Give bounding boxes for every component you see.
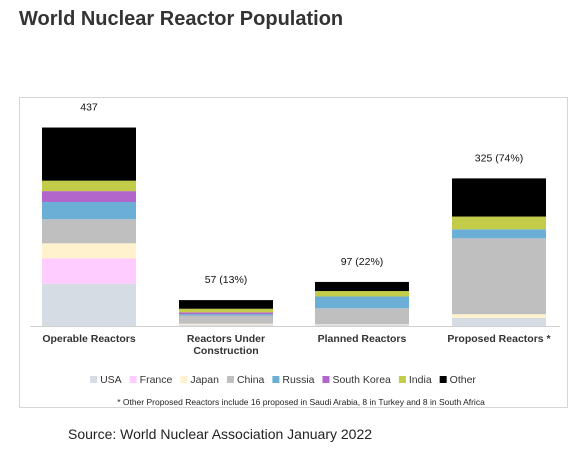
legend-swatch-russia — [272, 376, 280, 383]
bar-segment-other-2 — [179, 300, 273, 309]
category-label-3: Planned Reactors — [318, 333, 407, 345]
bar-segment-china-1 — [42, 219, 136, 244]
legend-swatch-japan — [180, 376, 188, 383]
page-title: World Nuclear Reactor Population — [19, 8, 344, 30]
bar-segment-usa-3 — [315, 324, 409, 326]
legend-label-india: India — [409, 374, 432, 386]
category-label-2: Reactors Under — [187, 333, 265, 345]
data-label-4: 325 (74%) — [475, 152, 523, 164]
data-label-2: 57 (13%) — [205, 274, 248, 286]
legend-swatch-india — [398, 376, 406, 383]
legend-label-china: China — [237, 374, 265, 386]
legend-swatch-other — [439, 376, 447, 383]
bar-segment-china-4 — [452, 238, 546, 315]
bar-segment-south-korea-1 — [42, 191, 136, 203]
bar-segment-russia-1 — [42, 202, 136, 220]
bar-segment-other-1 — [42, 127, 136, 181]
chart-frame — [19, 97, 568, 408]
category-label-4: Proposed Reactors * — [447, 333, 551, 345]
legend-label-other: Other — [450, 374, 477, 386]
legend-swatch-south-korea — [322, 376, 330, 383]
category-label-2: Construction — [193, 345, 258, 357]
chart-footnote: * Other Proposed Reactors include 16 pro… — [117, 397, 485, 407]
source-note: Source: World Nuclear Association Januar… — [68, 426, 373, 442]
bar-segment-india-3 — [315, 291, 409, 297]
bar-segment-china-3 — [315, 308, 409, 325]
legend: USA France Japan China Russia South Korea Indi… — [90, 374, 476, 386]
bar-segment-india-1 — [42, 180, 136, 192]
bar-segment-other-3 — [315, 281, 409, 292]
bar-segment-japan-1 — [42, 243, 136, 259]
bar-segment-china-2 — [179, 315, 273, 324]
legend-swatch-usa — [90, 376, 98, 383]
legend-swatch-france — [129, 376, 137, 383]
legend-label-russia: Russia — [282, 374, 314, 386]
category-label-1: Operable Reactors — [42, 333, 136, 345]
bar-segment-usa-1 — [42, 283, 136, 326]
bar-segment-india-4 — [452, 216, 546, 230]
legend-label-usa: USA — [100, 374, 122, 386]
legend-label-japan: Japan — [190, 374, 219, 386]
legend-label-south-korea: South Korea — [333, 374, 392, 386]
bar-segment-russia-4 — [452, 229, 546, 239]
bar-segment-france-1 — [42, 258, 136, 284]
bar-segment-japan-4 — [452, 314, 546, 318]
data-label-1: 437 — [80, 102, 98, 114]
bar-segment-russia-2 — [179, 314, 273, 316]
bar-segment-usa-2 — [179, 325, 273, 326]
bar-segment-russia-3 — [315, 296, 409, 309]
bar-segment-india-2 — [179, 308, 273, 313]
bar-segment-south-korea-2 — [179, 312, 273, 315]
bar-segment-other-4 — [452, 178, 546, 217]
bar-segment-usa-4 — [452, 317, 546, 326]
legend-swatch-china — [226, 376, 234, 383]
legend-label-france: France — [140, 374, 173, 386]
bar-segment-japan-2 — [179, 323, 273, 325]
data-label-3: 97 (22%) — [341, 256, 384, 268]
